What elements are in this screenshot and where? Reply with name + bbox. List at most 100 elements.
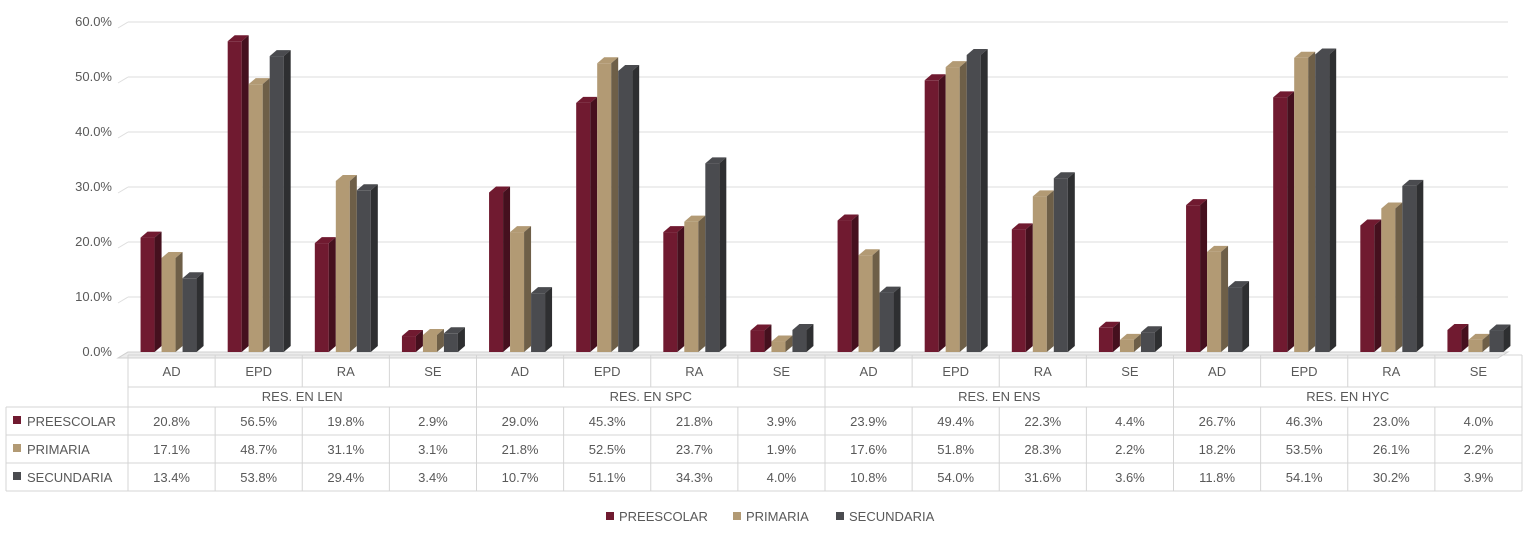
y-tick-label: 30.0% <box>75 179 112 194</box>
legend-label: PRIMARIA <box>746 509 809 524</box>
bar-side-preescolar <box>1461 324 1469 352</box>
data-label: 49.4% <box>937 414 974 429</box>
bar-side-primaria <box>698 215 706 352</box>
data-label: 2.2% <box>1115 442 1145 457</box>
bar-primaria <box>1468 339 1483 352</box>
data-label: 51.1% <box>589 470 626 485</box>
bar-primaria <box>422 334 437 352</box>
category-label: RA <box>1034 364 1052 379</box>
gridline-depth <box>117 241 129 249</box>
data-label: 2.2% <box>1464 442 1494 457</box>
bar-preescolar <box>1186 205 1201 352</box>
data-label: 3.6% <box>1115 470 1145 485</box>
bar-preescolar <box>1360 225 1375 352</box>
bar-secundaria <box>269 56 284 352</box>
category-label: AD <box>163 364 181 379</box>
data-label: 23.9% <box>850 414 887 429</box>
category-label: EPD <box>245 364 272 379</box>
bar-side-secundaria <box>980 49 988 352</box>
bar-preescolar <box>837 220 852 352</box>
bar-side-preescolar <box>328 237 336 352</box>
data-label: 10.7% <box>502 470 539 485</box>
data-label: 17.6% <box>850 442 887 457</box>
bar-secundaria <box>1228 287 1243 352</box>
bar-side-primaria <box>1221 245 1229 352</box>
bar-side-preescolar <box>241 35 249 352</box>
category-label: SE <box>424 364 442 379</box>
bar-secundaria <box>1489 330 1504 352</box>
data-label: 45.3% <box>589 414 626 429</box>
data-label: 23.7% <box>676 442 713 457</box>
bar-secundaria <box>182 278 197 352</box>
bar-side-preescolar <box>851 214 859 352</box>
bar-side-primaria <box>524 226 532 352</box>
data-label: 23.0% <box>1373 414 1410 429</box>
bar-side-preescolar <box>503 186 511 352</box>
data-label: 21.8% <box>676 414 713 429</box>
group-label: RES. EN ENS <box>958 389 1041 404</box>
bar-primaria <box>161 257 176 352</box>
data-label: 29.4% <box>327 470 364 485</box>
bar-preescolar <box>750 330 765 352</box>
data-label: 26.7% <box>1199 414 1236 429</box>
bar-preescolar <box>663 232 678 352</box>
bar-side-secundaria <box>1067 172 1075 352</box>
bar-primaria <box>1207 251 1222 352</box>
category-label: AD <box>1208 364 1226 379</box>
bar-preescolar <box>1447 330 1462 352</box>
bar-preescolar <box>489 192 504 352</box>
bar-side-secundaria <box>1242 281 1250 352</box>
data-label: 30.2% <box>1373 470 1410 485</box>
bar-side-secundaria <box>457 327 465 352</box>
bar-secundaria <box>1315 54 1330 352</box>
data-label: 46.3% <box>1286 414 1323 429</box>
bar-primaria <box>510 232 525 352</box>
bar-preescolar <box>1098 327 1113 352</box>
bar-side-preescolar <box>415 330 423 352</box>
legend-swatch <box>836 512 844 520</box>
data-label: 28.3% <box>1024 442 1061 457</box>
bar-side-preescolar <box>1200 199 1208 352</box>
y-tick-label: 40.0% <box>75 124 112 139</box>
data-label: 20.8% <box>153 414 190 429</box>
data-label: 3.4% <box>418 470 448 485</box>
bar-primaria <box>771 341 786 352</box>
legend-swatch <box>733 512 741 520</box>
legend-key-preescolar <box>13 416 21 424</box>
bar-secundaria <box>1053 178 1068 352</box>
bar-side-preescolar <box>154 231 162 352</box>
data-label: 3.9% <box>1464 470 1494 485</box>
bar-side-primaria <box>1395 202 1403 352</box>
data-label: 13.4% <box>153 470 190 485</box>
row-label: SECUNDARIA <box>27 470 113 485</box>
bar-side-preescolar <box>1287 91 1295 352</box>
bar-side-preescolar <box>590 96 598 352</box>
bar-preescolar <box>1011 229 1026 352</box>
legend-label: PREESCOLAR <box>619 509 708 524</box>
bar-primaria <box>1032 196 1047 352</box>
data-label: 3.1% <box>418 442 448 457</box>
category-label: RA <box>1382 364 1400 379</box>
bar-primaria <box>335 180 350 352</box>
bar-side-primaria <box>1046 190 1054 352</box>
group-label: RES. EN SPC <box>610 389 692 404</box>
data-label: 52.5% <box>589 442 626 457</box>
data-label: 34.3% <box>676 470 713 485</box>
bar-side-primaria <box>872 249 880 352</box>
bar-side-primaria <box>175 251 183 352</box>
bar-secundaria <box>618 70 633 352</box>
data-label: 29.0% <box>502 414 539 429</box>
y-tick-label: 20.0% <box>75 234 112 249</box>
gridline-depth <box>117 296 129 304</box>
category-label: EPD <box>1291 364 1318 379</box>
category-label: RA <box>685 364 703 379</box>
category-label: EPD <box>942 364 969 379</box>
data-label: 48.7% <box>240 442 277 457</box>
bar-side-preescolar <box>764 324 772 352</box>
bar-secundaria <box>531 293 546 352</box>
bar-preescolar <box>924 80 939 353</box>
bar-primaria <box>858 255 873 352</box>
legend-key-secundaria <box>13 472 21 480</box>
